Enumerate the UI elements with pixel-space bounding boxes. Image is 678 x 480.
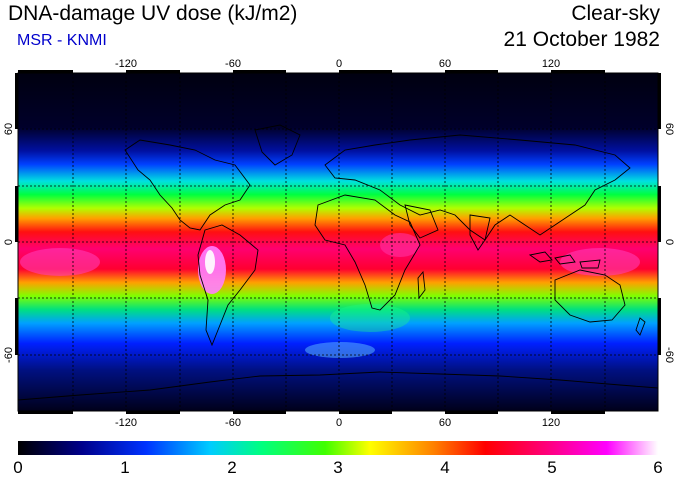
lat-labels-right: 60 0 -60 bbox=[663, 123, 675, 363]
colorbar-label: 6 bbox=[653, 458, 663, 477]
coastlines bbox=[18, 124, 658, 401]
lon-label: 0 bbox=[336, 417, 342, 429]
lon-labels-top: -120 -60 0 60 120 bbox=[115, 58, 560, 70]
colorbar-label: 3 bbox=[333, 458, 343, 477]
lat-label: 0 bbox=[663, 239, 675, 245]
colorbar bbox=[18, 441, 658, 455]
date-label: 21 October 1982 bbox=[503, 28, 660, 51]
lon-label: 0 bbox=[336, 58, 342, 70]
lat-label: 0 bbox=[3, 239, 15, 245]
graticule bbox=[18, 73, 658, 411]
lon-label: -60 bbox=[225, 58, 241, 70]
lat-label: 60 bbox=[663, 123, 675, 135]
colorbar-label: 4 bbox=[440, 458, 450, 477]
lat-label: -60 bbox=[663, 347, 675, 363]
lon-label: -120 bbox=[115, 417, 137, 429]
lon-labels-bottom: -120 -60 0 60 120 bbox=[115, 417, 560, 429]
lat-label: 60 bbox=[3, 123, 15, 135]
sky-condition-label: Clear-sky bbox=[571, 2, 660, 25]
lon-label: 60 bbox=[439, 58, 451, 70]
colorbar-label: 2 bbox=[227, 458, 237, 477]
map-frame bbox=[15, 70, 661, 414]
colorbar-label: 5 bbox=[547, 458, 557, 477]
lon-label: 120 bbox=[542, 58, 560, 70]
lon-label: -120 bbox=[115, 58, 137, 70]
lat-labels-left: 60 0 -60 bbox=[3, 123, 15, 363]
lon-label: 60 bbox=[439, 417, 451, 429]
colorbar-label: 1 bbox=[120, 458, 130, 477]
lon-label: -60 bbox=[225, 417, 241, 429]
colorbar-label: 0 bbox=[13, 458, 23, 477]
lon-label: 120 bbox=[542, 417, 560, 429]
source-label: MSR - KNMI bbox=[17, 32, 107, 49]
map-title: DNA-damage UV dose (kJ/m2) bbox=[8, 2, 298, 25]
lat-label: -60 bbox=[3, 347, 15, 363]
